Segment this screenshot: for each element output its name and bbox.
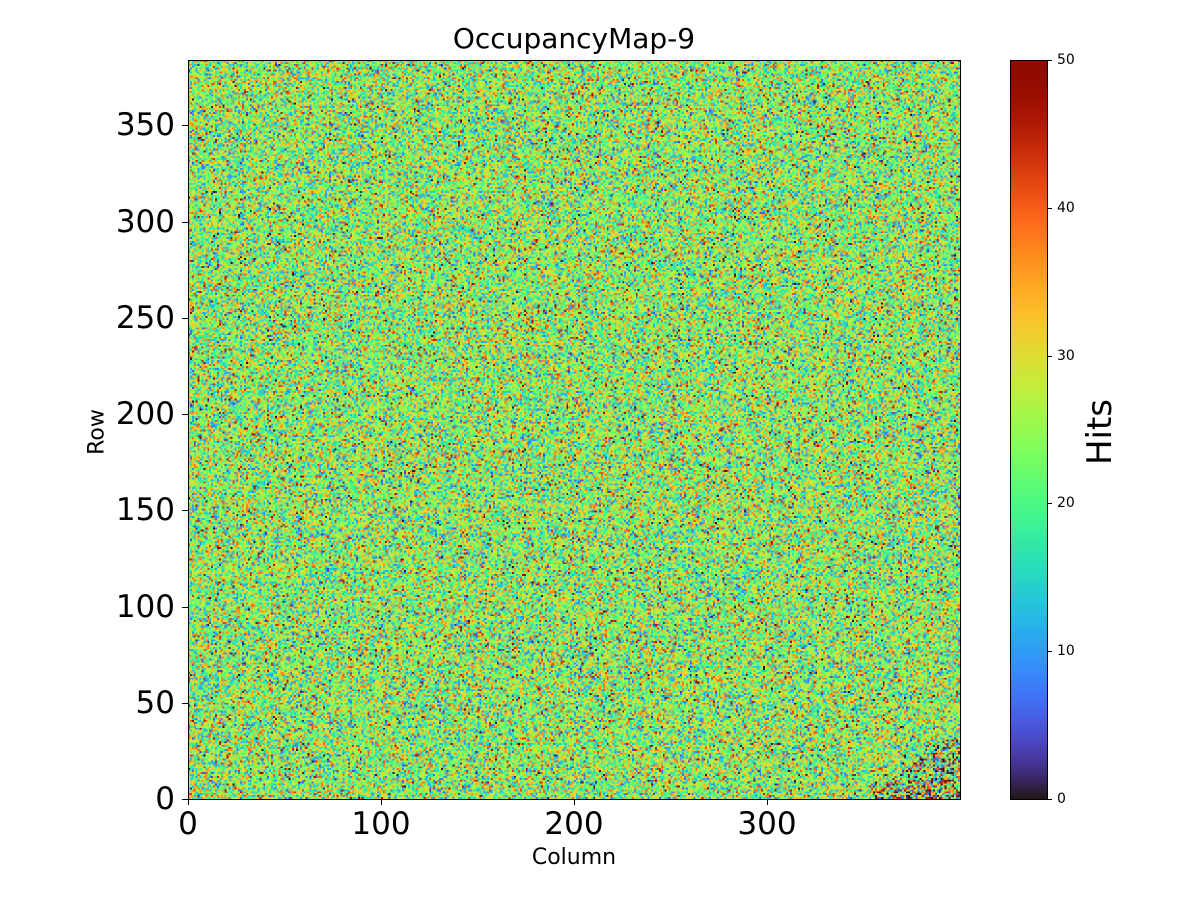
x-tick-label: 0	[178, 806, 198, 842]
heatmap-cells	[188, 60, 960, 799]
colorbar-tick-mark	[1047, 207, 1052, 209]
x-axis-label: Column	[531, 845, 617, 870]
colorbar-label: Hits	[1080, 398, 1120, 466]
x-tick-mark	[381, 799, 382, 805]
y-tick-label: 0	[155, 781, 175, 817]
y-tick-label: 150	[115, 492, 175, 529]
x-tick-mark	[188, 799, 189, 805]
chart-title: OccupancyMap-9	[452, 22, 696, 55]
y-tick-label: 100	[115, 588, 175, 625]
colorbar-tick-mark	[1047, 60, 1052, 61]
y-axis-label: Row	[84, 409, 110, 455]
y-tick-label: 300	[115, 203, 175, 240]
y-tick-mark	[182, 799, 188, 800]
x-tick-mark	[574, 799, 575, 805]
y-tick-label: 200	[115, 396, 175, 433]
y-tick-label: 250	[115, 299, 175, 336]
y-tick-label: 50	[135, 684, 175, 721]
y-tick-mark	[182, 317, 188, 319]
colorbar-tick-mark	[1047, 651, 1052, 653]
colorbar-frame	[1010, 60, 1048, 800]
y-tick-mark	[182, 702, 188, 704]
colorbar-tick-label: 0	[1057, 791, 1066, 807]
y-tick-label: 350	[115, 107, 175, 144]
colorbar-tick-mark	[1047, 355, 1052, 357]
colorbar-tick-mark	[1047, 503, 1052, 505]
y-tick-mark	[182, 606, 188, 608]
x-tick-label: 100	[351, 806, 411, 842]
x-tick-label: 200	[544, 806, 604, 842]
colorbar	[1010, 60, 1047, 799]
y-tick-mark	[182, 125, 188, 127]
colorbar-tick-label: 30	[1057, 347, 1075, 364]
y-tick-mark	[182, 414, 188, 416]
colorbar-tick-mark	[1047, 799, 1052, 800]
plot-frame	[188, 60, 961, 800]
colorbar-tick-label: 10	[1057, 643, 1075, 660]
y-tick-mark	[182, 510, 188, 512]
x-tick-label: 300	[737, 806, 797, 842]
y-tick-mark	[182, 221, 188, 223]
colorbar-tick-label: 40	[1057, 199, 1075, 216]
x-tick-mark	[767, 799, 768, 805]
colorbar-tick-label: 50	[1057, 52, 1075, 68]
colorbar-tick-label: 20	[1057, 495, 1075, 512]
